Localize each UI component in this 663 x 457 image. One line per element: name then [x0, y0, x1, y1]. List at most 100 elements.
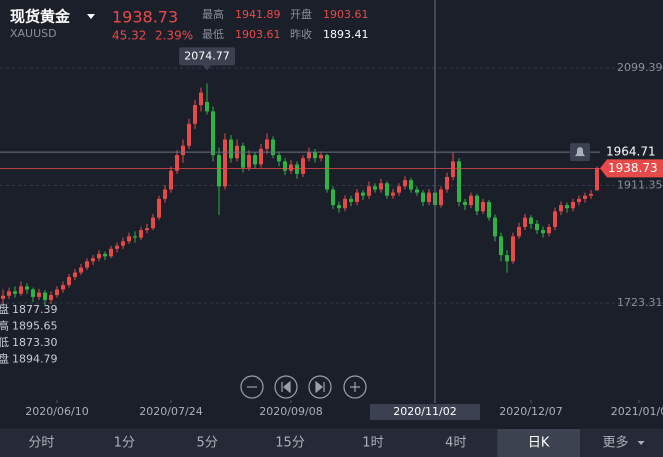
candle-body [445, 176, 449, 190]
dropdown-arrow[interactable] [87, 14, 95, 19]
peak-label-box [179, 47, 235, 66]
tab-label[interactable]: 15分 [275, 436, 305, 451]
candle-body [517, 226, 521, 237]
candle-body [487, 201, 491, 218]
candle-body [583, 195, 587, 199]
tab-label[interactable]: 1时 [362, 436, 383, 451]
candle-body [259, 148, 263, 165]
candle-body [73, 272, 77, 277]
y-tick-label: 1723.31 [617, 296, 663, 309]
candle-body [1, 295, 5, 299]
stat-value: 1903.61 [235, 28, 281, 41]
crosshair-label-box [370, 404, 480, 420]
candle-body [541, 230, 545, 234]
candle-body [463, 201, 467, 206]
symbol: XAUUSD [10, 27, 57, 40]
nav-buttons [240, 375, 367, 399]
plot: 1723.31 1911.35 2099.39 2020/06/10 2020/07/2… [0, 0, 663, 420]
instrument-name[interactable]: 现货黄金 [10, 8, 71, 26]
candle-body [451, 161, 455, 177]
candle-body [109, 248, 113, 257]
candle-body [163, 189, 167, 199]
candle-body [223, 139, 227, 187]
candle-body [265, 139, 269, 149]
candle-body [277, 155, 281, 162]
candle-body [169, 170, 173, 190]
tab-label[interactable]: 日K [528, 436, 550, 451]
tab[interactable] [497, 429, 581, 457]
candle-body [211, 111, 215, 156]
stat-label: 最低 [202, 28, 224, 41]
candle-body [247, 155, 251, 168]
candle-body [439, 189, 443, 206]
tab-label[interactable]: 1分 [114, 436, 135, 451]
x-tick-label: 2020/07/24 [139, 405, 202, 418]
candle-body [19, 286, 23, 294]
candle-body [529, 217, 533, 224]
candle-body [301, 158, 305, 174]
candle-body [325, 155, 329, 190]
candle-body [571, 201, 575, 209]
y-tick-label: 1911.35 [617, 179, 663, 192]
candle-body [475, 195, 479, 212]
candle-body [469, 195, 473, 206]
candle-body [457, 161, 461, 202]
tab-label[interactable]: 4时 [445, 436, 466, 451]
last-price-label: 1938.73 [608, 161, 658, 175]
candle-body [511, 236, 515, 262]
stat-value: 1903.61 [323, 8, 369, 21]
candle-body [595, 168, 599, 191]
candle-body [61, 285, 65, 290]
candle-body [379, 183, 383, 190]
candle-body [121, 241, 125, 246]
candle-body [505, 255, 509, 262]
legend-value: 1895.65 [12, 320, 58, 333]
x-tick-label: 2020/12/07 [499, 405, 562, 418]
tab-label[interactable]: 分时 [28, 436, 54, 451]
tab-label[interactable]: 5分 [197, 436, 218, 451]
tabs: 分时 1分 5分 15分 1时 4时 日K 更多 [28, 429, 645, 457]
bell-icon [575, 147, 585, 157]
candle-body [313, 151, 317, 159]
candle-body [553, 211, 557, 227]
candle-body [307, 151, 311, 159]
candle-body [13, 291, 17, 294]
more-arrow [637, 441, 645, 445]
legend-value: 1894.79 [12, 353, 58, 366]
candle-body [493, 217, 497, 237]
legend-value: 1873.30 [12, 336, 58, 349]
candle-body [151, 217, 155, 229]
candle-body [229, 139, 233, 159]
stat-value: 1941.89 [235, 8, 281, 21]
candle-body [343, 198, 347, 209]
legend-value: 1877.39 [12, 303, 58, 316]
candle-body [415, 189, 419, 193]
next-icon [315, 380, 325, 394]
candle-body [367, 186, 371, 196]
candle-body [565, 205, 569, 209]
legend-label: 高 [0, 319, 9, 333]
candle-body [397, 186, 401, 193]
candle-body [409, 180, 413, 190]
stat-label: 开盘 [290, 7, 312, 21]
candle-body [55, 289, 59, 296]
candle-body [421, 192, 425, 202]
candle-body [145, 228, 149, 231]
tab-label[interactable]: 更多 [603, 435, 629, 451]
candle-body [589, 193, 593, 196]
candle-body [193, 105, 197, 124]
candle-body [547, 226, 551, 234]
price: 1938.73 [112, 8, 178, 27]
stats: 最高 1941.89 开盘 1903.61 最低 1903.61 昨收 1893.41 [202, 7, 369, 41]
candle-body [349, 198, 353, 202]
candle-body [97, 253, 101, 259]
candle-body [181, 145, 185, 156]
candle-body [523, 217, 527, 227]
candle-body [481, 201, 485, 212]
y-tick-label: 2099.39 [617, 61, 663, 74]
candle-body [103, 253, 107, 257]
candle-body [271, 139, 275, 156]
x-tick-label: 2020/09/08 [259, 405, 322, 418]
